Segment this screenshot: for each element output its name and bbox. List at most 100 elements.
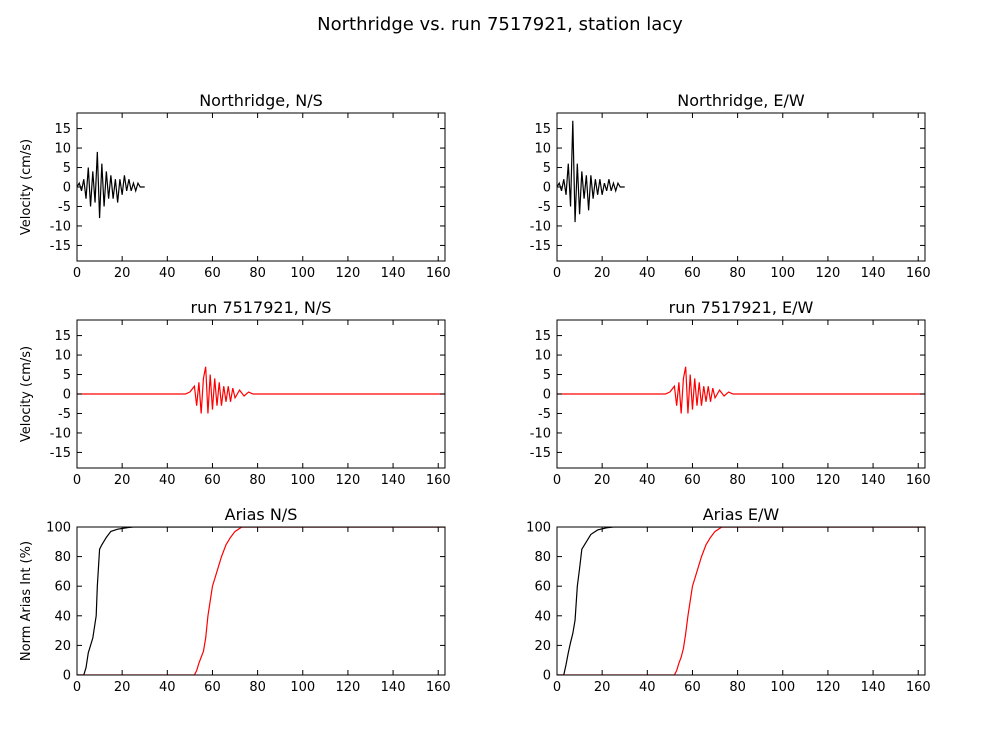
- y-tick-label: -10: [50, 426, 71, 441]
- panels: 0 20 40 60 80 100 120 140 160-15-10-5051015North…: [19, 91, 931, 695]
- x-tick-label: 140: [861, 473, 886, 488]
- panel-4: 0 20 40 60 80 100 120 140 160 -15 -10 -5 0 5 10 15 run 7…: [530, 298, 931, 488]
- x-tick-label: 140: [381, 473, 406, 488]
- axes-frame: [556, 526, 926, 676]
- series-line-2: [77, 527, 445, 675]
- x-tick-label: 160: [426, 473, 451, 488]
- panel-title: Northridge, E/W: [677, 91, 805, 110]
- x-tick-label: 60: [204, 473, 221, 488]
- x-tick-label: 40: [159, 473, 176, 488]
- y-tick-label: 100: [526, 521, 551, 536]
- y-tick-label: 0: [63, 181, 71, 196]
- x-tick-label: 40: [639, 266, 656, 281]
- y-tick-label: 80: [534, 550, 551, 565]
- y-tick-label: 20: [534, 639, 551, 654]
- y-tick-label: -15: [530, 239, 551, 254]
- x-tick-label: 100: [770, 680, 795, 695]
- x-tick-label: 100: [290, 266, 315, 281]
- x-tick-label: 80: [249, 266, 266, 281]
- x-tick-label: 140: [861, 266, 886, 281]
- panel-1: 0 20 40 60 80 100 120 140 160 -15 -10 -5 0 5 10 15 North…: [19, 91, 451, 281]
- y-tick-label: 10: [54, 349, 71, 364]
- y-tick-label: -10: [50, 219, 71, 234]
- x-tick-label: 120: [336, 680, 361, 695]
- x-tick-label: 80: [729, 680, 746, 695]
- x-tick-label: 140: [381, 266, 406, 281]
- x-tick-label: 160: [906, 473, 931, 488]
- y-tick-label: 40: [534, 609, 551, 624]
- x-tick-label: 160: [906, 266, 931, 281]
- y-tick-label: 0: [543, 388, 551, 403]
- y-tick-label: -5: [58, 200, 71, 215]
- y-tick-label: 15: [534, 122, 551, 137]
- y-tick-label: 10: [534, 349, 551, 364]
- y-tick-label: 10: [534, 142, 551, 157]
- series-line-2: [557, 527, 925, 675]
- x-tick-label: 20: [594, 680, 611, 695]
- x-tick-label: 120: [336, 266, 361, 281]
- figure-title: Northridge vs. run 7517921, station lacy: [317, 14, 683, 35]
- y-tick-label: 5: [543, 161, 551, 176]
- x-tick-label: 20: [114, 266, 131, 281]
- x-tick-label: 40: [639, 680, 656, 695]
- panel-5: 0 20 40 60 80 100 120 140 160 0 20 40 60 80 100 Arias N…: [19, 505, 451, 695]
- x-tick-label: 80: [729, 266, 746, 281]
- y-tick-label: 80: [54, 550, 71, 565]
- y-tick-label: -15: [50, 239, 71, 254]
- x-tick-label: 140: [861, 680, 886, 695]
- panel-6: 0 20 40 60 80 100 120 140 160 0 20 40 60 80 100 Arias E…: [526, 505, 930, 695]
- axes-frame: [76, 526, 446, 676]
- x-tick-label: 120: [816, 266, 841, 281]
- x-tick-label: 20: [114, 680, 131, 695]
- x-tick-label: 80: [249, 680, 266, 695]
- y-axis-label: Norm Arias Int (%): [19, 541, 34, 661]
- x-tick-label: 60: [684, 473, 701, 488]
- y-tick-label: 5: [63, 161, 71, 176]
- panel-title: Arias E/W: [703, 505, 780, 524]
- x-tick-label: 0: [73, 266, 81, 281]
- y-tick-label: 15: [54, 329, 71, 344]
- x-tick-label: 0: [73, 473, 81, 488]
- x-tick-label: 100: [770, 473, 795, 488]
- x-tick-label: 40: [159, 680, 176, 695]
- x-tick-label: 100: [290, 680, 315, 695]
- x-tick-label: 120: [336, 473, 361, 488]
- y-tick-label: -5: [58, 407, 71, 422]
- series-line-1: [77, 151, 145, 219]
- y-tick-label: -10: [530, 219, 551, 234]
- y-tick-label: -15: [530, 446, 551, 461]
- x-tick-label: 120: [816, 680, 841, 695]
- y-tick-label: -15: [50, 446, 71, 461]
- x-tick-label: 60: [684, 680, 701, 695]
- panel-title: run 7517921, E/W: [669, 298, 814, 317]
- y-tick-label: 10: [54, 142, 71, 157]
- series-line-1: [557, 366, 925, 414]
- x-tick-label: 60: [204, 680, 221, 695]
- x-tick-label: 20: [114, 473, 131, 488]
- x-tick-label: 0: [553, 266, 561, 281]
- x-tick-label: 40: [159, 266, 176, 281]
- x-tick-label: 160: [426, 266, 451, 281]
- y-tick-label: -5: [538, 407, 551, 422]
- y-tick-label: 20: [54, 639, 71, 654]
- x-tick-label: 60: [684, 266, 701, 281]
- y-tick-label: 5: [63, 368, 71, 383]
- y-tick-label: 60: [534, 580, 551, 595]
- y-tick-label: 5: [543, 368, 551, 383]
- x-tick-label: 140: [381, 680, 406, 695]
- panel-title: run 7517921, N/S: [191, 298, 332, 317]
- y-tick-label: 15: [534, 329, 551, 344]
- x-tick-label: 20: [594, 473, 611, 488]
- y-tick-label: -5: [538, 200, 551, 215]
- x-tick-label: 80: [249, 473, 266, 488]
- panel-title: Northridge, N/S: [199, 91, 323, 110]
- x-tick-label: 60: [204, 266, 221, 281]
- panel-3: 0 20 40 60 80 100 120 140 160 -15 -10 -5 0 5 10 15 run 7…: [19, 298, 451, 488]
- y-axis-label: Velocity (cm/s): [19, 139, 34, 235]
- x-tick-label: 0: [73, 680, 81, 695]
- x-tick-label: 40: [639, 473, 656, 488]
- y-tick-label: -10: [530, 426, 551, 441]
- x-tick-label: 20: [594, 266, 611, 281]
- y-axis-label: Velocity (cm/s): [19, 346, 34, 442]
- series-line-1: [77, 527, 445, 675]
